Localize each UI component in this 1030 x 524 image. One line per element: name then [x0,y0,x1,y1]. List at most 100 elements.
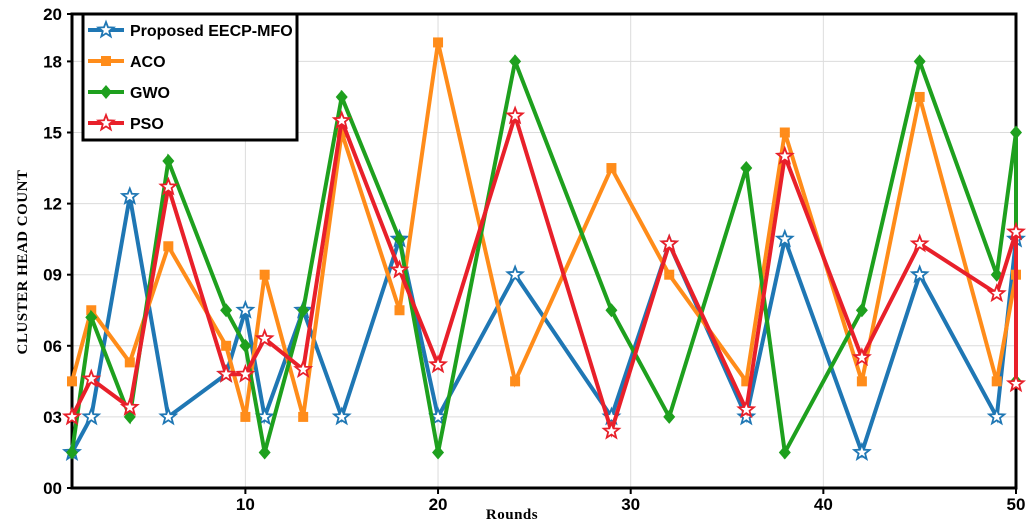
data-point-gwo [85,310,98,325]
y-tick-label: 09 [43,266,62,285]
data-point-aco [394,305,405,316]
data-point-pso [61,406,83,426]
y-axis-ticks: 00 03 06 09 12 15 18 20 [43,5,72,498]
x-tick-label: 30 [621,495,640,514]
data-point-aco [856,376,867,387]
legend-label: Proposed EECP-MFO [130,23,293,40]
data-point-pso [389,259,410,279]
legend-label: PSO [130,116,164,133]
x-tick-label: 50 [1007,495,1026,514]
data-point-aco [510,376,521,387]
series-pso [61,105,1027,440]
data-point-pso [428,354,449,374]
legend-item-gwo: GWO [88,85,170,102]
data-point-aco [779,127,790,138]
data-point-gwo [740,161,753,176]
data-point-aco [240,411,251,422]
data-point-aco [664,269,675,280]
data-point-pso [235,363,256,383]
series-layer [61,37,1027,461]
data-point-pso [331,110,352,130]
data-point-aco [221,340,232,351]
data-point-gwo [1010,125,1022,140]
data-point-gwo [432,445,445,460]
data-point-aco [163,241,174,252]
data-point-pso [851,347,872,367]
y-tick-label: 18 [43,52,62,71]
legend-marker [95,112,117,132]
legend-box [81,12,299,142]
legend-label: GWO [130,85,170,102]
data-point-gwo [778,445,791,460]
data-point-gwo [239,338,252,353]
data-point-gwo [855,303,868,318]
data-point-proposed-eecp-mfo [331,406,352,426]
data-point-pso [736,399,757,419]
data-point-gwo [605,303,618,318]
data-point-proposed-eecp-mfo [158,406,179,426]
data-point-proposed-eecp-mfo [851,441,872,461]
data-point-pso [909,233,930,253]
data-point-gwo [663,409,676,424]
series-line-proposed-eecp-mfo [70,196,1018,459]
legend-item-proposed-eecp-mfo: Proposed EECP-MFO [88,19,293,40]
data-point-pso [81,368,102,388]
legend-label: ACO [130,54,166,71]
legend-marker [100,85,112,99]
data-point-pso [293,358,314,379]
y-tick-label: 12 [43,195,62,214]
data-point-gwo [162,153,175,168]
data-point-pso [1005,373,1027,393]
data-point-proposed-eecp-mfo [119,185,140,206]
data-point-gwo [66,445,78,460]
data-point-aco [991,376,1002,387]
data-point-aco [606,163,617,174]
legend-item-pso: PSO [88,112,164,133]
data-point-proposed-eecp-mfo [81,406,102,426]
data-point-pso [119,396,140,416]
data-point-gwo [913,54,926,69]
y-tick-label: 03 [43,408,62,427]
data-point-pso [216,363,237,383]
x-tick-label: 10 [236,495,255,514]
data-point-proposed-eecp-mfo [909,264,930,284]
y-tick-label: 15 [43,124,62,143]
data-point-pso [158,176,179,196]
legend-item-aco: ACO [88,54,166,71]
data-point-pso [774,145,795,165]
data-point-gwo [258,445,271,460]
legend-marker [95,19,117,39]
data-point-aco [298,411,309,422]
data-point-proposed-eecp-mfo [505,264,526,284]
data-point-gwo [220,303,233,318]
data-point-aco [914,91,925,102]
data-point-gwo [509,54,522,69]
data-point-pso [601,420,622,440]
x-tick-label: 20 [429,495,448,514]
data-point-aco [86,305,97,316]
data-point-pso [505,105,526,125]
y-tick-label: 00 [43,479,62,498]
x-axis-ticks: 10 20 30 40 50 [236,488,1026,514]
data-point-proposed-eecp-mfo [774,228,795,248]
data-point-aco [124,357,135,368]
data-point-proposed-eecp-mfo [986,406,1007,426]
data-point-pso [659,233,680,253]
series-gwo [66,54,1022,460]
data-point-aco [433,37,444,48]
legend-marker [101,56,111,66]
data-point-gwo [335,89,348,104]
data-point-gwo [297,303,310,318]
y-tick-label: 06 [43,337,62,356]
data-point-gwo [393,232,406,247]
data-point-proposed-eecp-mfo [235,299,256,319]
y-axis-title: CLUSTER HEAD COUNT [15,170,31,355]
series-line-aco [70,41,1018,418]
x-axis-title: Rounds [486,507,538,523]
data-point-aco [259,269,270,280]
data-point-pso [1005,221,1027,241]
data-point-proposed-eecp-mfo [736,406,757,426]
y-tick-label: 20 [43,5,62,24]
data-point-aco [741,376,752,387]
